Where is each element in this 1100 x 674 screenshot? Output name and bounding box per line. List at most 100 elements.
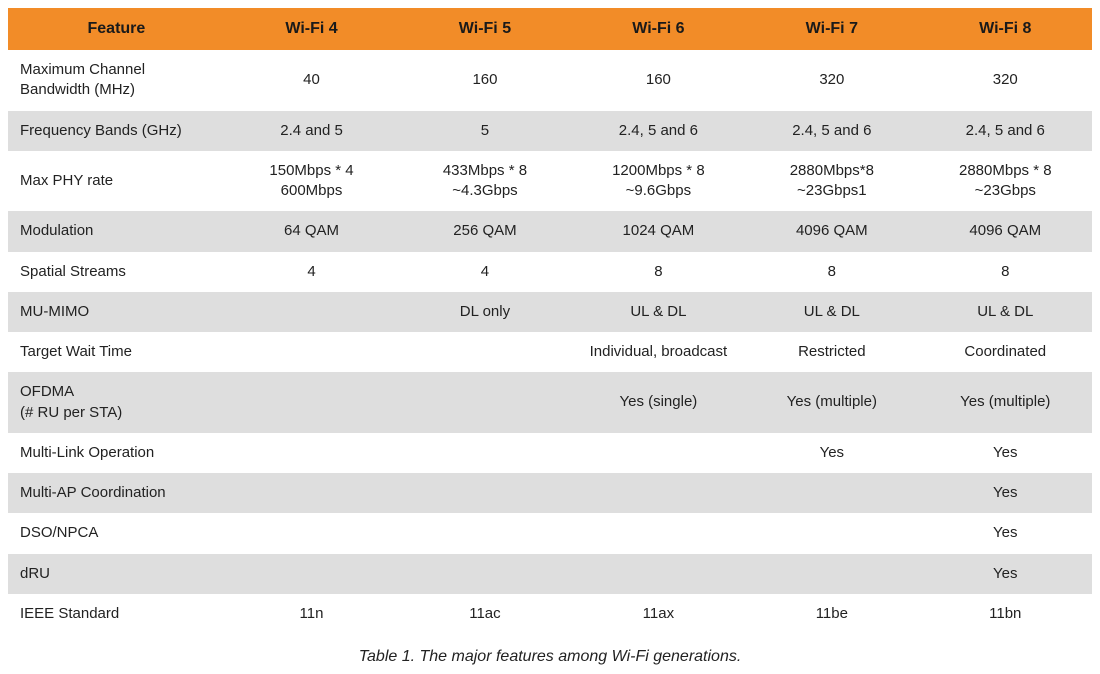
row-label: Frequency Bands (GHz) [8,111,225,151]
table-row: Maximum Channel Bandwidth (MHz)401601603… [8,50,1092,111]
cell-value: Yes [919,473,1092,513]
cell-value [398,332,571,372]
cell-value: Yes (multiple) [919,372,1092,433]
cell-value: 11bn [919,594,1092,634]
table-row: MU-MIMODL onlyUL & DLUL & DLUL & DL [8,292,1092,332]
cell-value: 160 [398,50,571,111]
cell-value [225,554,398,594]
cell-value: 5 [398,111,571,151]
cell-value: Restricted [745,332,918,372]
cell-value: 8 [572,252,745,292]
cell-value [225,292,398,332]
row-label: Multi-Link Operation [8,433,225,473]
cell-value: Yes [919,513,1092,553]
table-row: Multi-AP Coordination Yes [8,473,1092,513]
cell-value [398,513,571,553]
cell-value [225,372,398,433]
cell-value: Yes [745,433,918,473]
cell-value: 2.4, 5 and 6 [745,111,918,151]
cell-value [572,554,745,594]
cell-value: 8 [919,252,1092,292]
row-label: Modulation [8,211,225,251]
col-header-wifi7: Wi-Fi 7 [745,8,918,50]
cell-value: 64 QAM [225,211,398,251]
cell-value [225,513,398,553]
cell-value: Coordinated [919,332,1092,372]
row-label: Target Wait Time [8,332,225,372]
cell-value: 2880Mbps*8~23Gbps1 [745,151,918,212]
row-label: Maximum Channel Bandwidth (MHz) [8,50,225,111]
cell-value [225,433,398,473]
row-label: Multi-AP Coordination [8,473,225,513]
cell-value [745,473,918,513]
cell-value: Individual, broadcast [572,332,745,372]
cell-value [745,513,918,553]
cell-value: 4096 QAM [745,211,918,251]
cell-value: 150Mbps * 4600Mbps [225,151,398,212]
row-label: MU-MIMO [8,292,225,332]
cell-value: 2.4, 5 and 6 [919,111,1092,151]
col-header-wifi5: Wi-Fi 5 [398,8,571,50]
cell-value: 11n [225,594,398,634]
row-label: Max PHY rate [8,151,225,212]
cell-value [572,433,745,473]
cell-value: 4 [225,252,398,292]
cell-value: 320 [919,50,1092,111]
cell-value: 11ac [398,594,571,634]
cell-value [225,332,398,372]
table-row: Target Wait Time Individual, broadcastRes… [8,332,1092,372]
table-row: Max PHY rate150Mbps * 4600Mbps433Mbps * … [8,151,1092,212]
cell-value: 2880Mbps * 8~23Gbps [919,151,1092,212]
cell-value: 11ax [572,594,745,634]
cell-value: UL & DL [919,292,1092,332]
cell-value: 433Mbps * 8~4.3Gbps [398,151,571,212]
cell-value: UL & DL [745,292,918,332]
cell-value: UL & DL [572,292,745,332]
row-label: Spatial Streams [8,252,225,292]
cell-value [398,473,571,513]
wifi-generations-table-container: Feature Wi-Fi 4 Wi-Fi 5 Wi-Fi 6 Wi-Fi 7 … [8,8,1092,666]
table-row: Modulation64 QAM256 QAM1024 QAM4096 QAM4… [8,211,1092,251]
table-row: Multi-Link Operation YesYes [8,433,1092,473]
cell-value [572,473,745,513]
cell-value: 2.4 and 5 [225,111,398,151]
col-header-wifi6: Wi-Fi 6 [572,8,745,50]
table-header-row: Feature Wi-Fi 4 Wi-Fi 5 Wi-Fi 6 Wi-Fi 7 … [8,8,1092,50]
cell-value: Yes [919,433,1092,473]
cell-value: 4096 QAM [919,211,1092,251]
table-row: Spatial Streams44888 [8,252,1092,292]
cell-value: 4 [398,252,571,292]
col-header-wifi8: Wi-Fi 8 [919,8,1092,50]
row-label: OFDMA(# RU per STA) [8,372,225,433]
cell-value: 11be [745,594,918,634]
cell-value: Yes (multiple) [745,372,918,433]
cell-value: 8 [745,252,918,292]
table-row: OFDMA(# RU per STA)Yes (single)Yes (mult… [8,372,1092,433]
cell-value [572,513,745,553]
cell-value: 256 QAM [398,211,571,251]
table-row: DSO/NPCA Yes [8,513,1092,553]
table-row: dRUYes [8,554,1092,594]
table-row: Frequency Bands (GHz)2.4 and 552.4, 5 an… [8,111,1092,151]
col-header-wifi4: Wi-Fi 4 [225,8,398,50]
wifi-generations-table: Feature Wi-Fi 4 Wi-Fi 5 Wi-Fi 6 Wi-Fi 7 … [8,8,1092,634]
cell-value: 1024 QAM [572,211,745,251]
row-label: DSO/NPCA [8,513,225,553]
cell-value [398,433,571,473]
cell-value [398,554,571,594]
cell-value: 1200Mbps * 8~9.6Gbps [572,151,745,212]
cell-value: 320 [745,50,918,111]
cell-value: 160 [572,50,745,111]
table-caption: Table 1. The major features among Wi-Fi … [8,634,1092,666]
cell-value: Yes [919,554,1092,594]
cell-value [745,554,918,594]
row-label: IEEE Standard [8,594,225,634]
cell-value: 2.4, 5 and 6 [572,111,745,151]
col-header-feature: Feature [8,8,225,50]
cell-value [225,473,398,513]
cell-value [398,372,571,433]
cell-value: Yes (single) [572,372,745,433]
table-row: IEEE Standard11n11ac11ax11be11bn [8,594,1092,634]
cell-value: DL only [398,292,571,332]
cell-value: 40 [225,50,398,111]
